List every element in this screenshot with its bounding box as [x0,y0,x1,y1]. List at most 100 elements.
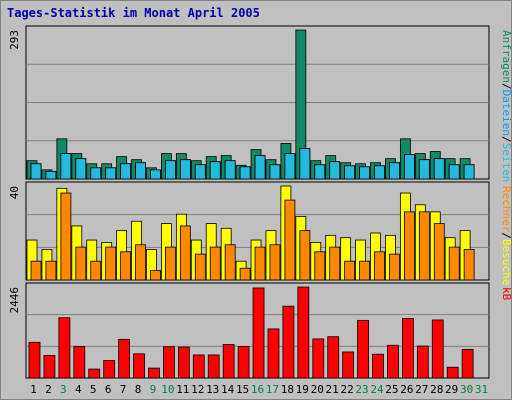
legend-entry-anfragen: Anfragen [500,30,512,83]
bar-seiten-day-3 [60,153,72,180]
bar-rechner-day-20 [314,251,326,281]
bar-rechner-day-18 [284,199,296,281]
bar-seiten-day-4 [75,158,87,180]
legend-entry-rechner: Rechner [500,186,512,233]
x-tick-day-11: 11 [176,383,189,396]
bar-rechner-day-26 [403,211,415,281]
bar-rechner-day-5 [90,260,102,281]
x-tick-day-31: 31 [475,383,488,396]
bar-kb-day-22 [342,351,355,379]
bar-rechner-day-3 [60,192,72,281]
bar-seiten-day-23 [359,166,370,180]
x-tick-day-25: 25 [385,383,398,396]
x-tick-day-17: 17 [266,383,279,396]
bar-rechner-day-2 [45,260,57,281]
bar-rechner-day-24 [374,251,385,281]
bar-kb-day-6 [103,360,116,379]
x-tick-day-30: 30 [460,383,473,396]
x-tick-day-20: 20 [311,383,324,396]
bar-kb-day-1 [28,341,41,379]
x-tick-day-1: 1 [30,383,37,396]
x-tick-day-24: 24 [370,383,384,396]
legend-hits: Anfragen/Dateien/Seiten [500,30,512,182]
bar-kb-day-8 [133,353,145,379]
bar-rechner-day-9 [150,270,161,281]
x-tick-day-3: 3 [60,383,67,396]
bar-kb-day-11 [177,346,190,379]
x-tick-day-10: 10 [161,383,174,396]
legend-kb: kB [500,287,512,301]
bar-seiten-day-21 [329,161,341,180]
bar-seiten-day-12 [194,164,206,180]
bar-rechner-day-7 [120,251,132,281]
x-tick-day-6: 6 [105,383,112,396]
bar-kb-day-9 [148,367,160,379]
bar-kb-day-2 [43,355,56,379]
legend-entry-dateien: Dateien [500,90,512,136]
bar-kb-day-29 [446,366,459,379]
bar-kb-day-17 [267,328,280,379]
x-tick-day-18: 18 [281,383,294,396]
bar-kb-day-4 [73,345,86,379]
legend-entry-seiten: Seiten [500,143,512,183]
bar-seiten-day-10 [165,160,176,180]
x-tick-day-21: 21 [326,383,339,396]
bar-seiten-day-27 [418,159,430,180]
bar-kb-day-27 [416,345,429,379]
x-tick-day-14: 14 [221,383,235,396]
x-tick-day-8: 8 [135,383,142,396]
bar-kb-day-26 [401,318,414,379]
bar-seiten-day-14 [224,160,236,180]
bar-seiten-day-29 [448,164,460,180]
legend-entry-besuche: Besuche [500,239,512,285]
bar-kb-day-25 [387,344,399,379]
x-tick-day-19: 19 [296,383,309,396]
y-max-label-kb: 2446 [8,287,21,314]
bar-seiten-day-30 [463,164,475,180]
x-tick-day-15: 15 [236,383,249,396]
bar-rechner-day-27 [418,211,430,281]
bar-rechner-day-30 [463,249,475,281]
bar-seiten-day-5 [90,167,102,180]
bar-rechner-day-6 [105,246,117,281]
bar-kb-day-12 [192,354,205,379]
bar-rechner-day-23 [359,260,370,281]
x-tick-day-9: 9 [150,383,157,396]
bar-seiten-day-26 [403,154,415,180]
bar-seiten-day-9 [150,169,161,180]
bar-kb-day-3 [58,317,71,379]
bar-rechner-day-17 [269,244,281,281]
bar-kb-day-18 [282,305,295,379]
y-max-label-hits: 293 [8,30,21,50]
bar-seiten-day-20 [314,164,326,180]
bar-rechner-day-25 [389,253,400,281]
bar-rechner-day-1 [30,260,42,281]
bar-seiten-day-13 [209,161,221,180]
x-tick-day-27: 27 [415,383,428,396]
legend-entry-separator: / [500,136,512,143]
bar-rechner-day-22 [344,260,356,281]
bar-seiten-day-1 [30,163,42,180]
x-tick-day-23: 23 [355,383,368,396]
bar-seiten-day-17 [269,164,281,180]
x-tick-day-4: 4 [75,383,82,396]
bar-rechner-day-10 [165,246,176,281]
bar-kb-day-15 [237,345,250,379]
bar-rechner-day-14 [224,244,236,281]
bar-rechner-day-13 [209,246,221,281]
bar-kb-day-21 [327,336,340,379]
bar-kb-day-5 [88,368,101,379]
x-tick-day-22: 22 [340,383,353,396]
bar-rechner-day-12 [194,253,206,281]
legend-entry-separator: / [500,83,512,90]
bar-seiten-day-15 [239,166,251,180]
bar-kb-day-19 [297,286,310,379]
x-tick-day-5: 5 [90,383,97,396]
bar-rechner-day-8 [135,244,146,281]
bar-kb-day-28 [431,319,444,379]
bar-rechner-day-11 [179,225,191,281]
x-tick-day-28: 28 [430,383,443,396]
bar-rechner-day-21 [329,246,341,281]
